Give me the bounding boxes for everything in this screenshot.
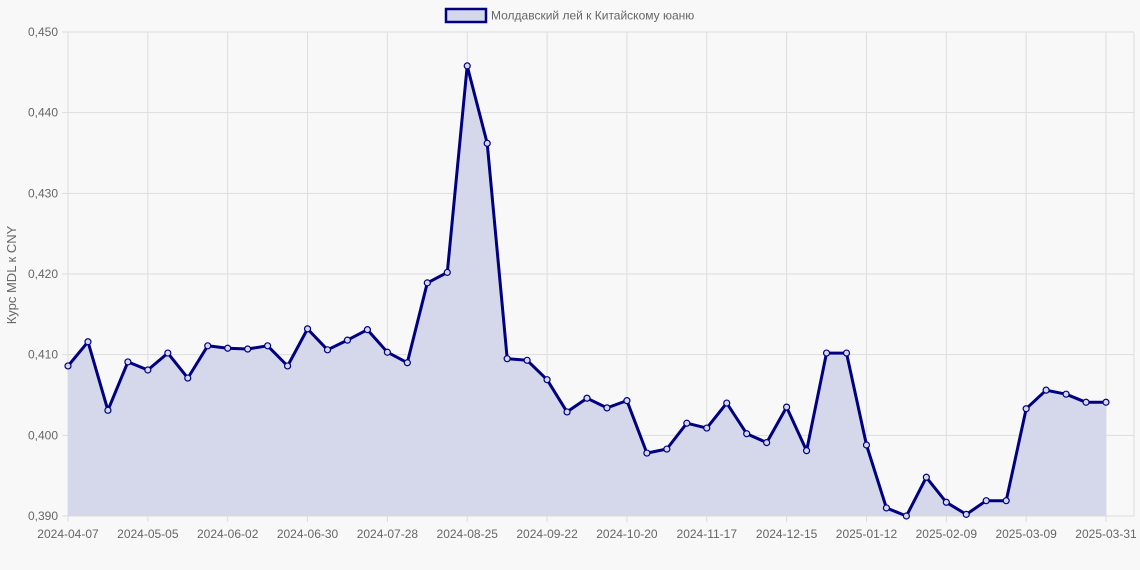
y-tick-label: 0,400	[28, 428, 58, 442]
data-point[interactable]	[623, 397, 631, 405]
data-point[interactable]	[264, 342, 272, 350]
data-point[interactable]	[802, 447, 811, 455]
data-point[interactable]	[902, 512, 910, 520]
y-tick-label: 0,420	[28, 267, 58, 281]
data-point[interactable]	[663, 445, 671, 453]
data-point[interactable]	[503, 355, 511, 363]
data-point[interactable]	[523, 356, 531, 364]
data-point[interactable]	[842, 349, 851, 357]
y-axis-label: Курс MDL к CNY	[4, 225, 19, 324]
data-point[interactable]	[822, 349, 831, 357]
data-point[interactable]	[563, 408, 571, 416]
data-point[interactable]	[743, 430, 751, 438]
y-axis-ticks: 0,390 0,400 0,410 0,420 0,430 0,440 0,450	[28, 25, 58, 523]
legend[interactable]: Молдавский лей к Китайскому юаню	[444, 7, 694, 24]
area-fill	[68, 65, 1106, 517]
y-tick-label: 0,390	[28, 509, 58, 523]
data-point[interactable]	[583, 394, 591, 402]
data-point[interactable]	[763, 438, 771, 447]
data-point[interactable]	[1082, 398, 1090, 406]
data-point[interactable]	[363, 326, 372, 334]
x-tick-label: 2025-02-09	[916, 527, 978, 541]
data-point[interactable]	[124, 358, 132, 366]
y-tick-label: 0,450	[28, 25, 58, 39]
data-point[interactable]	[1062, 390, 1070, 398]
y-tick-label: 0,440	[28, 106, 58, 120]
data-point[interactable]	[403, 359, 411, 367]
data-point[interactable]	[882, 504, 891, 512]
data-point[interactable]	[962, 510, 970, 518]
data-point[interactable]	[862, 441, 871, 449]
y-tick-label: 0,410	[28, 348, 58, 362]
x-tick-label: 2025-01-12	[836, 527, 898, 541]
x-tick-label: 2024-08-25	[437, 527, 499, 541]
x-tick-label: 2025-03-09	[995, 527, 1057, 541]
data-point[interactable]	[283, 362, 292, 370]
x-tick-label: 2024-06-30	[277, 527, 339, 541]
data-point[interactable]	[244, 345, 252, 353]
data-point[interactable]	[343, 336, 352, 344]
data-point[interactable]	[463, 62, 471, 70]
data-point[interactable]	[1102, 398, 1110, 406]
data-point[interactable]	[543, 376, 551, 384]
data-point[interactable]	[64, 362, 72, 370]
data-point[interactable]	[204, 342, 212, 350]
data-point[interactable]	[1002, 497, 1010, 505]
data-point[interactable]	[164, 349, 172, 357]
data-point[interactable]	[323, 346, 332, 354]
data-point[interactable]	[184, 374, 192, 382]
data-point[interactable]	[723, 399, 731, 407]
y-tick-label: 0,430	[28, 186, 58, 200]
data-point[interactable]	[483, 139, 491, 147]
data-points	[64, 62, 1110, 520]
data-point[interactable]	[383, 348, 391, 356]
data-point[interactable]	[1042, 386, 1050, 394]
data-point[interactable]	[224, 344, 232, 352]
x-tick-label: 2024-06-02	[197, 527, 259, 541]
x-tick-label: 2024-12-15	[756, 527, 818, 541]
x-tick-label: 2024-04-07	[37, 527, 99, 541]
data-point[interactable]	[703, 424, 711, 432]
data-point[interactable]	[982, 497, 990, 505]
legend-swatch	[444, 7, 488, 24]
data-point[interactable]	[683, 419, 691, 427]
data-point[interactable]	[922, 473, 930, 481]
data-point[interactable]	[303, 325, 312, 333]
data-point[interactable]	[603, 404, 611, 412]
data-point[interactable]	[84, 338, 92, 346]
data-point[interactable]	[104, 406, 112, 414]
data-point[interactable]	[423, 279, 431, 287]
data-point[interactable]	[643, 449, 651, 457]
data-point[interactable]	[144, 366, 152, 374]
data-point[interactable]	[443, 268, 451, 276]
x-tick-label: 2024-11-17	[677, 527, 738, 541]
data-point[interactable]	[942, 498, 950, 506]
x-tick-label: 2024-10-20	[596, 527, 658, 541]
x-tick-label: 2024-05-05	[117, 527, 179, 541]
data-point[interactable]	[1022, 405, 1030, 413]
x-tick-label: 2024-07-28	[357, 527, 419, 541]
x-tick-label: 2025-03-31	[1075, 527, 1137, 541]
x-axis-ticks: 2024-04-07 2024-05-05 2024-06-02 2024-06-30…	[37, 527, 1137, 541]
data-point[interactable]	[783, 403, 791, 411]
legend-label: Молдавский лей к Китайскому юаню	[491, 9, 694, 23]
x-tick-label: 2024-09-22	[516, 527, 578, 541]
